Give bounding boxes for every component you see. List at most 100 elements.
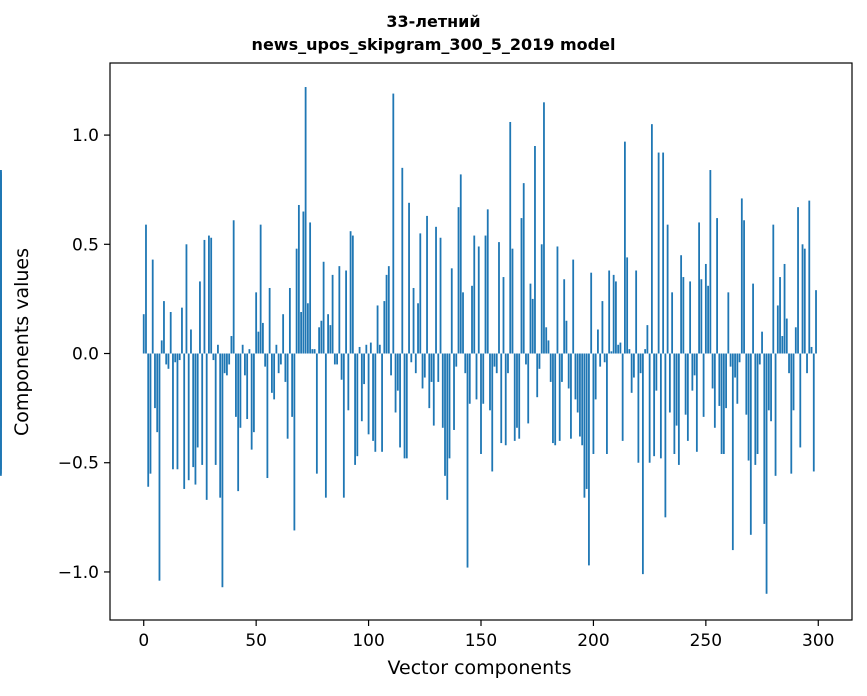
bar: [516, 353, 518, 428]
bar: [288, 287, 291, 354]
bar: [511, 248, 514, 354]
bar: [151, 259, 154, 354]
bar: [475, 353, 478, 400]
bar: [538, 353, 541, 369]
bar: [363, 353, 365, 385]
bar: [599, 353, 602, 367]
bar: [291, 353, 294, 417]
bar: [758, 353, 761, 365]
bar: [315, 353, 318, 474]
bar: [675, 353, 678, 426]
bar: [677, 353, 680, 465]
bar: [525, 353, 527, 365]
bar: [172, 353, 174, 470]
bar: [556, 246, 559, 354]
bar: [230, 336, 233, 354]
y-tick-label: 0.0: [72, 345, 99, 365]
bar: [228, 353, 231, 365]
bar: [583, 353, 586, 498]
bar: [610, 351, 613, 354]
bar: [354, 353, 356, 465]
bar: [284, 353, 287, 382]
bar: [444, 353, 446, 476]
bar: [776, 305, 779, 354]
bar: [718, 353, 721, 406]
bar: [806, 353, 808, 374]
bar: [142, 314, 145, 354]
bar: [477, 246, 480, 354]
bar: [626, 257, 629, 354]
bar: [700, 279, 703, 354]
bar: [462, 292, 464, 354]
bar: [196, 353, 199, 448]
bar: [318, 327, 321, 354]
bar: [502, 277, 505, 354]
bar: [489, 353, 491, 411]
bar: [239, 353, 242, 428]
bar: [428, 353, 431, 409]
bar: [689, 281, 692, 354]
bar: [302, 211, 305, 354]
bar: [300, 312, 303, 354]
bar: [691, 353, 694, 391]
bar: [169, 312, 172, 354]
bar: [0, 353, 2, 474]
bar: [165, 353, 168, 365]
bar: [270, 353, 273, 393]
bar: [435, 226, 437, 354]
bar: [399, 353, 401, 448]
bar: [588, 353, 590, 566]
bar: [576, 353, 579, 413]
bar: [606, 353, 608, 454]
bar: [392, 93, 395, 354]
bar: [351, 235, 354, 354]
bar: [194, 353, 197, 485]
bar: [597, 329, 599, 354]
bar: [549, 353, 552, 382]
bar: [522, 183, 525, 354]
bar: [356, 353, 359, 457]
bar: [579, 353, 581, 437]
bar: [232, 220, 235, 354]
bar: [306, 303, 309, 354]
bar: [459, 174, 462, 354]
bar: [426, 215, 428, 354]
bar: [203, 239, 206, 354]
bar: [374, 353, 377, 452]
bar: [554, 353, 557, 446]
bar: [345, 270, 347, 354]
bar: [448, 353, 451, 459]
bar: [174, 353, 177, 363]
bar: [181, 307, 183, 354]
bar: [383, 301, 386, 354]
bar: [235, 353, 237, 417]
x-ticks: 0 50 100 150 200 250 300: [138, 620, 834, 651]
bar: [480, 353, 482, 454]
bar: [567, 353, 570, 389]
bar: [767, 353, 770, 411]
bar: [244, 353, 246, 376]
bar: [192, 353, 195, 468]
bar: [725, 353, 727, 409]
bar: [405, 353, 408, 459]
bar: [190, 329, 192, 354]
bar: [205, 353, 208, 500]
bar: [495, 353, 498, 374]
bars-layer: [0, 87, 817, 594]
bar: [347, 353, 350, 411]
bar: [682, 277, 685, 354]
bar: [518, 353, 521, 439]
bar: [772, 224, 775, 354]
bar: [255, 292, 258, 354]
bar: [309, 222, 312, 354]
bar: [340, 353, 343, 380]
bar: [617, 344, 620, 354]
plot-frame: [109, 62, 853, 621]
bar: [812, 353, 815, 472]
bar: [792, 353, 795, 411]
bar: [279, 353, 282, 365]
bar: [752, 283, 754, 354]
bar: [226, 353, 228, 376]
bar: [372, 353, 374, 441]
